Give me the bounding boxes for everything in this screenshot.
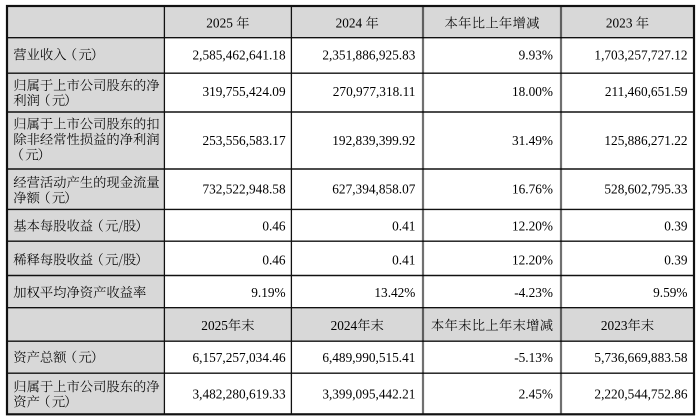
svg-text:528,602,795.33: 528,602,795.33 (604, 182, 687, 197)
svg-text:5,736,669,883.58: 5,736,669,883.58 (594, 350, 687, 365)
svg-text:627,394,858.07: 627,394,858.07 (332, 182, 415, 197)
svg-text:0.46: 0.46 (262, 219, 286, 234)
svg-text:0.41: 0.41 (392, 252, 415, 267)
svg-text:125,886,271.22: 125,886,271.22 (604, 133, 687, 148)
svg-text:18.00%: 18.00% (512, 84, 553, 99)
svg-text:2025: 2025 (206, 16, 233, 31)
svg-text:192,839,399.92: 192,839,399.92 (332, 133, 415, 148)
svg-text:2025: 2025 (201, 318, 228, 333)
svg-text:319,755,424.09: 319,755,424.09 (202, 84, 285, 99)
svg-text:2,220,544,752.86: 2,220,544,752.86 (594, 387, 687, 402)
svg-text:211,460,651.59: 211,460,651.59 (605, 84, 688, 99)
svg-text:2024: 2024 (331, 318, 358, 333)
svg-text:0.46: 0.46 (262, 252, 286, 267)
svg-text:1,703,257,727.12: 1,703,257,727.12 (594, 47, 687, 62)
svg-text:2,351,886,925.83: 2,351,886,925.83 (322, 47, 415, 62)
svg-text:0.41: 0.41 (392, 219, 415, 234)
svg-text:3,482,280,619.33: 3,482,280,619.33 (193, 387, 286, 402)
svg-text:2.45%: 2.45% (519, 387, 553, 402)
svg-text:9.59%: 9.59% (653, 285, 687, 300)
svg-text:3,399,095,442.21: 3,399,095,442.21 (322, 387, 415, 402)
svg-text:2024: 2024 (336, 16, 363, 31)
svg-text:2,585,462,641.18: 2,585,462,641.18 (193, 47, 286, 62)
svg-text:732,522,948.58: 732,522,948.58 (202, 182, 285, 197)
svg-text:31.49%: 31.49% (512, 133, 553, 148)
svg-text:6,489,990,515.41: 6,489,990,515.41 (322, 350, 415, 365)
svg-text:6,157,257,034.46: 6,157,257,034.46 (193, 350, 286, 365)
svg-text:-4.23%: -4.23% (514, 285, 553, 300)
svg-text:2023: 2023 (601, 318, 628, 333)
svg-text:-5.13%: -5.13% (514, 350, 553, 365)
svg-text:16.76%: 16.76% (512, 182, 553, 197)
svg-text:9.19%: 9.19% (251, 285, 285, 300)
svg-text:2023: 2023 (606, 16, 633, 31)
svg-text:12.20%: 12.20% (512, 219, 553, 234)
svg-text:270,977,318.11: 270,977,318.11 (333, 84, 416, 99)
svg-text:12.20%: 12.20% (512, 252, 553, 267)
svg-text:0.39: 0.39 (664, 252, 688, 267)
svg-text:253,556,583.17: 253,556,583.17 (202, 133, 285, 148)
svg-text:0.39: 0.39 (664, 219, 688, 234)
svg-text:13.42%: 13.42% (374, 285, 415, 300)
svg-text:9.93%: 9.93% (519, 47, 553, 62)
